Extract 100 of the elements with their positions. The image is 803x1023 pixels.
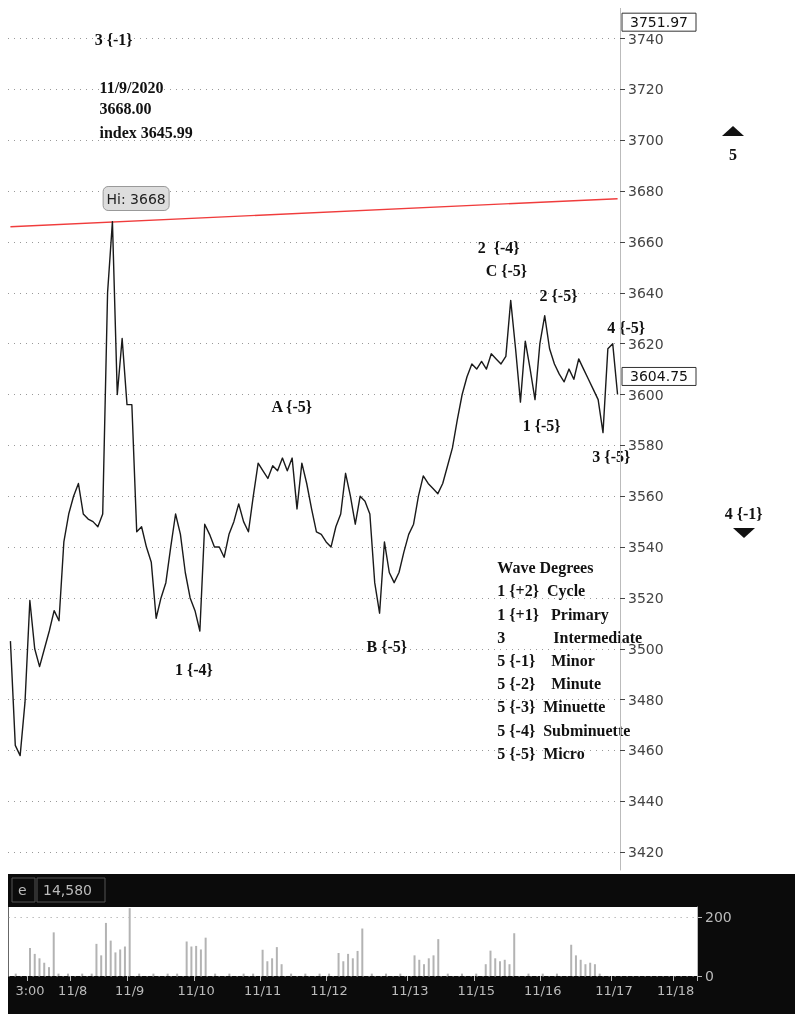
y-tick-label: 3720	[628, 81, 664, 98]
bar	[432, 955, 435, 976]
annotation: 1 {-5}	[522, 416, 561, 434]
bar	[570, 944, 573, 976]
annotation: C {-5}	[485, 262, 528, 280]
bar	[494, 958, 497, 976]
bar	[356, 950, 359, 976]
bar	[508, 964, 511, 976]
bar	[38, 958, 41, 976]
annotation: 1 {+2} Cycle	[497, 582, 586, 601]
bar	[28, 947, 31, 976]
bar	[489, 950, 492, 976]
bar	[503, 959, 506, 976]
annotation: 5 {-5} Micro	[497, 744, 585, 762]
x-tick-label: 11/18	[656, 983, 695, 998]
text: e	[18, 882, 27, 898]
text: 14,580	[43, 882, 92, 898]
bar	[109, 940, 112, 976]
x-tick-label: 3:00	[15, 983, 45, 998]
bar	[351, 958, 354, 976]
bar	[123, 946, 126, 976]
annotation: A {-5}	[271, 397, 313, 415]
bar	[47, 967, 50, 976]
bar	[52, 932, 55, 976]
y-tick-label: 3680	[628, 183, 664, 200]
annotation: Wave Degrees	[497, 559, 594, 578]
y-tick-label: 3520	[628, 589, 664, 606]
y-tick-label: 3740	[628, 30, 664, 47]
bar	[199, 949, 202, 976]
y-tick-label: 3420	[628, 844, 664, 861]
x-tick-label: 11/15	[457, 983, 495, 998]
bar	[584, 964, 587, 976]
x-tick-label: 11/13	[391, 983, 429, 998]
y-tick-label: 3460	[628, 742, 664, 759]
bar	[337, 953, 340, 976]
annotation: 2 {-5}	[539, 286, 578, 304]
annotation: B {-5}	[366, 638, 408, 656]
bar	[593, 964, 596, 976]
bar	[589, 962, 592, 976]
y-tick-label: 3560	[628, 488, 664, 505]
y-tick-label: 3480	[628, 691, 664, 708]
bar	[190, 946, 193, 976]
x-tick-label: 11/8	[58, 983, 88, 998]
y-tick-label: 3600	[628, 386, 664, 403]
x-tick-label: 11/12	[310, 983, 348, 998]
bar	[95, 943, 98, 976]
y-tick-label: 0	[705, 968, 714, 984]
bar	[427, 958, 430, 976]
bar	[342, 961, 345, 976]
annotation: 1 {-4}	[174, 660, 213, 678]
y-tick-label: 3620	[628, 335, 664, 352]
bar	[513, 933, 516, 976]
bar	[266, 961, 269, 976]
text: 5	[729, 146, 738, 164]
bar	[275, 947, 278, 976]
x-tick-label: 11/11	[243, 983, 282, 998]
text: 3751.97	[630, 14, 688, 31]
bar	[484, 964, 487, 976]
bar	[261, 949, 264, 976]
x-tick-label: 11/9	[115, 983, 145, 998]
bar	[271, 958, 274, 976]
bar	[128, 908, 131, 976]
bar	[574, 955, 577, 976]
annotation: 5 {-2} Minute	[497, 675, 601, 693]
y-tick-label: 3440	[628, 793, 664, 810]
annotation: 11/9/2020	[99, 78, 164, 96]
bar	[43, 962, 46, 976]
bar	[195, 945, 198, 976]
y-tick-label: 200	[705, 909, 732, 926]
x-tick-label: 11/16	[523, 983, 562, 998]
annotation: index 3645.99	[99, 123, 193, 141]
bar	[437, 939, 440, 976]
bar	[204, 937, 207, 976]
bar	[33, 953, 36, 976]
bar	[280, 964, 283, 976]
y-tick-label: 3700	[628, 132, 664, 149]
annotation: 5 {-4} Subminuette	[497, 721, 631, 739]
bar	[104, 922, 107, 976]
y-tick-label: 3540	[628, 539, 664, 556]
annotation: 1 {+1} Primary	[497, 605, 609, 624]
bar	[423, 964, 426, 976]
annotation: 5 {-3} Minuette	[497, 698, 606, 716]
y-tick-label: 3580	[628, 437, 664, 454]
bar	[114, 952, 117, 976]
bar	[185, 941, 188, 976]
bar	[361, 928, 364, 976]
annotation: 2 {-4}	[477, 239, 520, 257]
annotation: 5 {-1} Minor	[497, 651, 595, 669]
annotation: Hi: 3668	[106, 190, 166, 207]
bar	[579, 959, 582, 976]
bar	[100, 955, 103, 976]
annotation: 3 {-1}	[94, 31, 133, 49]
x-tick-label: 11/17	[595, 983, 633, 998]
annotation: 3668.00	[99, 100, 152, 118]
bar	[119, 949, 122, 976]
annotation: 4 {-5}	[607, 319, 646, 337]
bar	[413, 955, 416, 976]
bar	[347, 953, 350, 976]
text: 4 {-1}	[724, 504, 763, 522]
y-tick-label: 3640	[628, 284, 664, 301]
